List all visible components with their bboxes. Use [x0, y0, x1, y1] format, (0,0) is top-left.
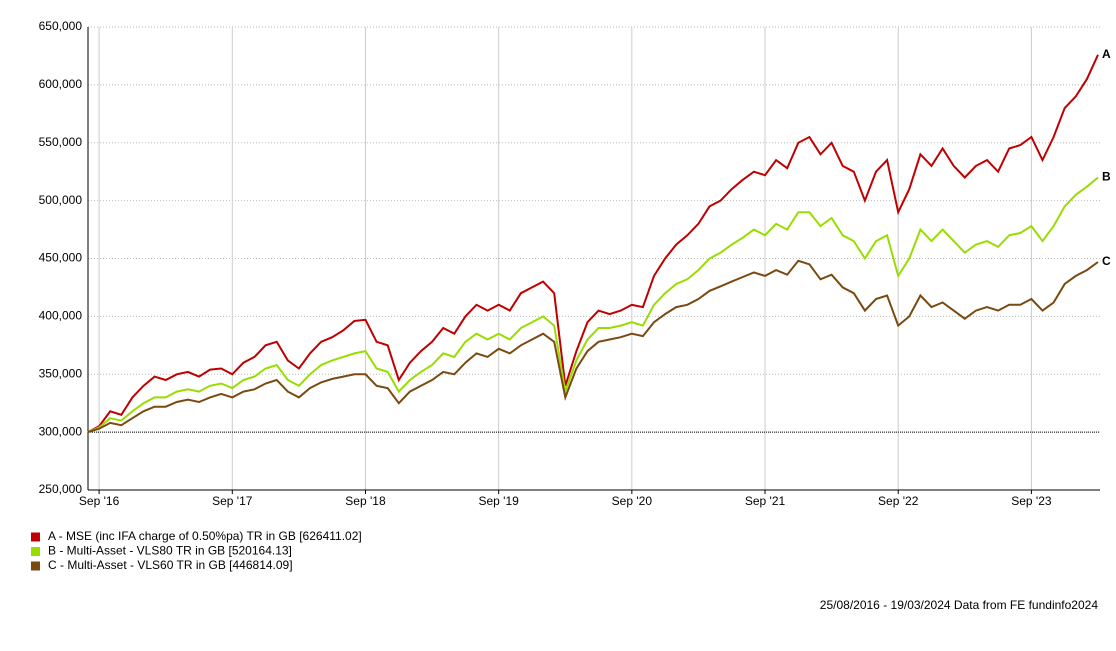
series-line	[87, 259, 1099, 434]
legend-swatch	[31, 532, 40, 542]
y-tick-label: 350,000	[39, 366, 83, 380]
series-line	[87, 176, 1099, 434]
y-tick-label: 650,000	[39, 19, 83, 33]
x-tick-label: Sep '19	[478, 494, 519, 508]
y-tick-label: 250,000	[39, 482, 83, 496]
x-tick-label: Sep '21	[745, 494, 786, 508]
legend-label: A - MSE (inc IFA charge of 0.50%pa) TR i…	[48, 529, 362, 543]
end-label: C	[1102, 254, 1111, 268]
footer: 25/08/2016 - 19/03/2024 Data from FE fun…	[820, 598, 1099, 612]
legend-swatch	[31, 561, 40, 571]
y-tick-label: 550,000	[39, 135, 83, 149]
x-tick-label: Sep '20	[612, 494, 653, 508]
y-tick-label: 300,000	[39, 424, 83, 438]
legend-label: C - Multi-Asset - VLS60 TR in GB [446814…	[48, 558, 293, 572]
y-tick-label: 600,000	[39, 77, 83, 91]
x-tick-label: Sep '23	[1011, 494, 1052, 508]
end-label: A	[1102, 47, 1111, 61]
x-tick-label: Sep '18	[345, 494, 386, 508]
x-tick-label: Sep '17	[212, 494, 253, 508]
x-tick-label: Sep '16	[79, 494, 120, 508]
y-tick-label: 450,000	[39, 251, 83, 265]
legend-label: B - Multi-Asset - VLS80 TR in GB [520164…	[48, 544, 292, 558]
y-tick-label: 500,000	[39, 193, 83, 207]
legend-swatch	[31, 547, 40, 556]
series-line	[87, 54, 1099, 433]
end-label: B	[1102, 170, 1111, 184]
y-tick-label: 400,000	[39, 309, 83, 323]
x-tick-label: Sep '22	[878, 494, 919, 508]
